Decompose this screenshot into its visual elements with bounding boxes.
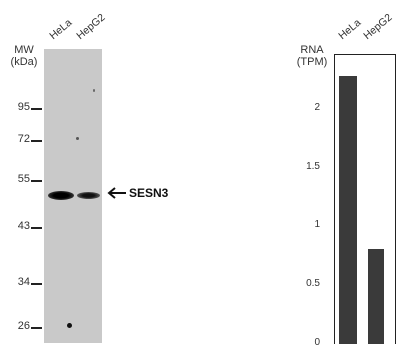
mw-marker-label: 34 xyxy=(17,276,30,288)
lane-label-hepg2: HepG2 xyxy=(74,11,108,42)
mw-marker-tick xyxy=(31,283,42,285)
y-tick-label: 2 xyxy=(314,101,320,113)
mw-marker-tick xyxy=(31,108,42,110)
mw-marker-label: 95 xyxy=(17,101,30,113)
band-hela-sesn3 xyxy=(48,191,74,200)
y-tick-label: 0.5 xyxy=(306,278,320,290)
mw-marker-tick xyxy=(31,180,42,182)
bar-hela xyxy=(339,75,357,344)
mw-marker-label: 72 xyxy=(17,133,30,145)
lane-label-hela: HeLa xyxy=(47,16,75,42)
bar-hepg2 xyxy=(368,248,384,344)
mw-marker-label: 26 xyxy=(17,320,30,332)
mw-marker-label: 43 xyxy=(17,220,30,232)
speck-dot xyxy=(67,323,72,328)
mw-label: MW (kDa) xyxy=(10,44,38,68)
blot-membrane xyxy=(44,49,102,343)
arrow-left-icon xyxy=(106,186,126,200)
mw-marker-tick xyxy=(31,327,42,329)
mw-marker-tick xyxy=(31,140,42,142)
mw-marker-label: 55 xyxy=(17,173,30,185)
speck-dot xyxy=(76,137,79,140)
y-tick-label: 1 xyxy=(314,219,320,231)
y-tick-label: 1.5 xyxy=(306,160,320,172)
chart-category-hela: HeLa xyxy=(336,16,364,42)
mw-marker-tick xyxy=(31,227,42,229)
band-hepg2-sesn3 xyxy=(77,192,100,199)
target-label: SESN3 xyxy=(129,186,169,200)
chart-category-hepg2: HepG2 xyxy=(361,11,395,42)
speck-dot xyxy=(93,89,95,92)
chart-ylabel: RNA (TPM) xyxy=(296,44,328,68)
chart-plot-area xyxy=(334,54,396,344)
